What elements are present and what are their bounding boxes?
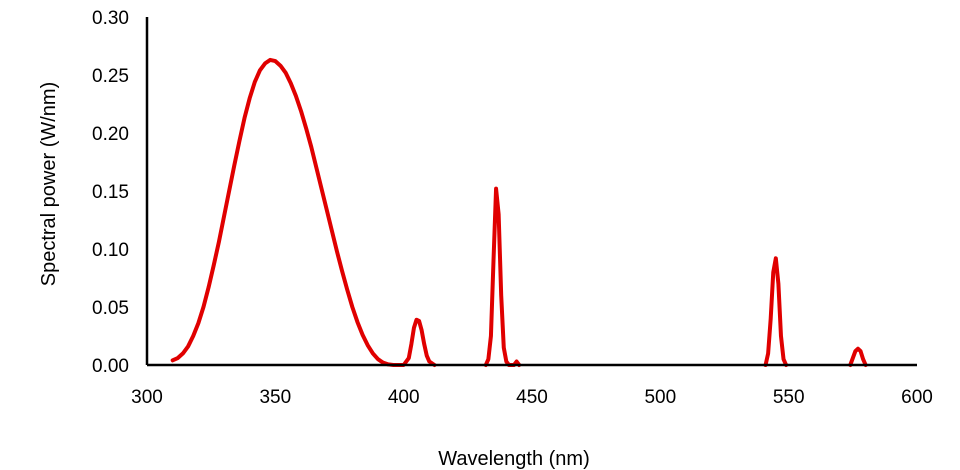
y-tick-label: 0.15 [92, 182, 129, 203]
x-tick-label: 550 [773, 387, 805, 408]
x-tick-label: 450 [516, 387, 548, 408]
x-axis-title: Wavelength (nm) [438, 448, 590, 470]
y-tick-label: 0.30 [92, 8, 129, 29]
x-tick-label: 300 [131, 387, 163, 408]
series-layer [170, 57, 868, 367]
spectrum-line-segment [483, 186, 522, 367]
y-tick-label: 0.20 [92, 124, 129, 145]
y-tick-label: 0.25 [92, 66, 129, 87]
x-tick-label: 500 [644, 387, 676, 408]
spectrum-line-segment [170, 57, 437, 367]
y-tick-label: 0.10 [92, 240, 129, 261]
spectrum-line-segment [763, 256, 789, 367]
x-tick-label: 600 [901, 387, 933, 408]
y-axis-ticks: 0.00 0.05 0.10 0.15 0.20 0.25 0.30 [92, 8, 129, 377]
y-axis-title: Spectral power (W/nm) [38, 82, 60, 287]
x-tick-label: 400 [388, 387, 420, 408]
x-axis-ticks: 300 350 400 450 500 550 600 [131, 387, 933, 408]
x-tick-label: 350 [259, 387, 291, 408]
y-tick-label: 0.00 [92, 356, 129, 377]
spectrum-line-segment [848, 346, 868, 367]
y-tick-label: 0.05 [92, 298, 129, 319]
